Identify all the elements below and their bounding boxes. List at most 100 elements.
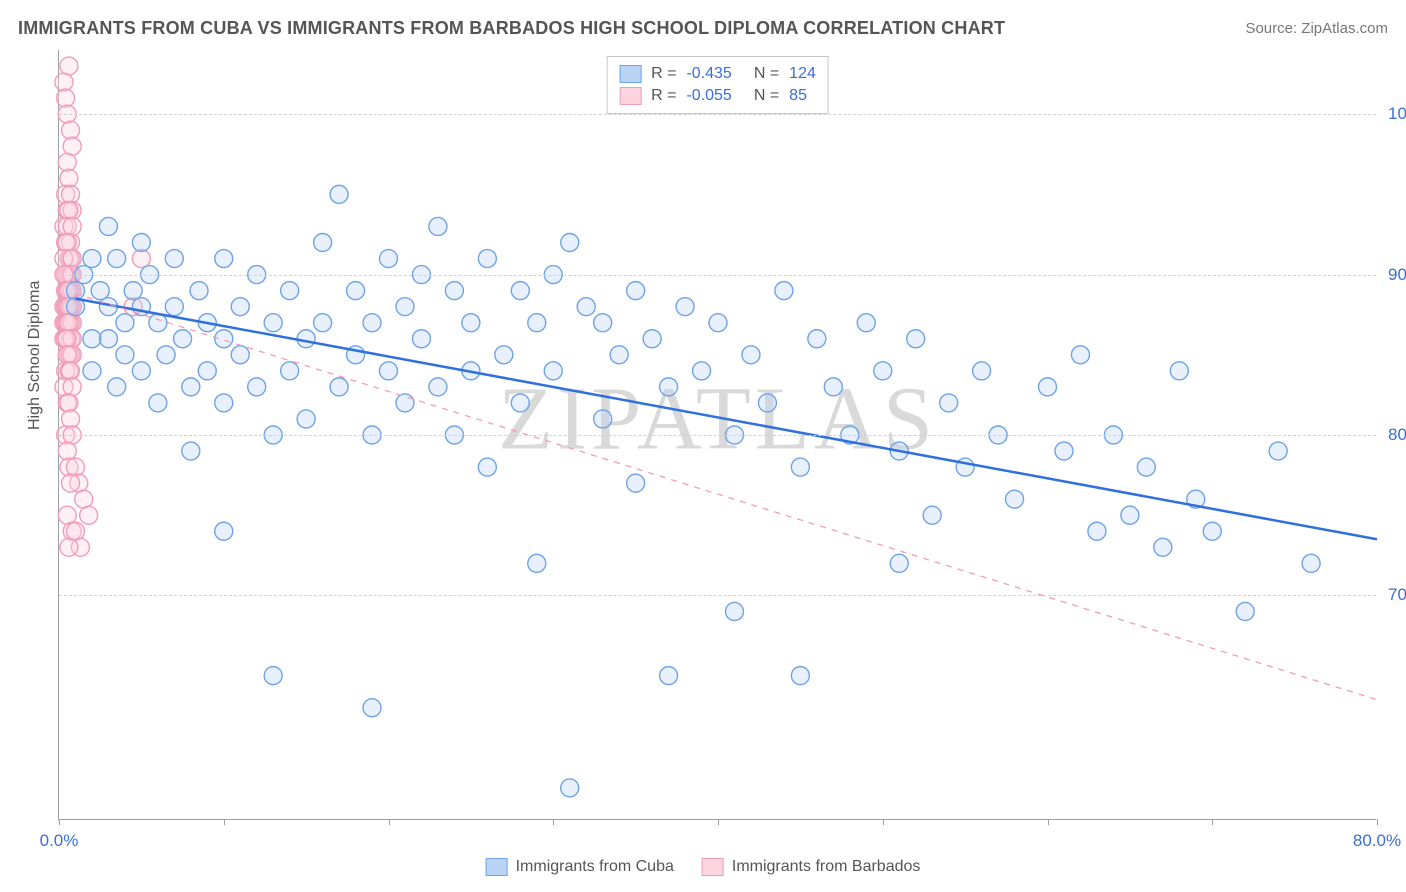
x-tick bbox=[1048, 819, 1049, 825]
data-point-cuba bbox=[693, 362, 711, 380]
data-point-cuba bbox=[660, 378, 678, 396]
legend-n-label: N = bbox=[754, 87, 779, 105]
x-tick-label: 0.0% bbox=[40, 831, 79, 851]
data-point-cuba bbox=[190, 282, 208, 300]
x-tick bbox=[59, 819, 60, 825]
data-point-cuba bbox=[314, 314, 332, 332]
data-point-barbados bbox=[62, 474, 80, 492]
series-legend-item-cuba: Immigrants from Cuba bbox=[486, 858, 674, 876]
data-point-cuba bbox=[330, 185, 348, 203]
data-point-cuba bbox=[1088, 522, 1106, 540]
data-point-barbados bbox=[57, 89, 75, 107]
y-tick-label: 90.0% bbox=[1378, 265, 1406, 285]
data-point-cuba bbox=[874, 362, 892, 380]
x-tick bbox=[1212, 819, 1213, 825]
data-point-cuba bbox=[742, 346, 760, 364]
data-point-cuba bbox=[973, 362, 991, 380]
data-point-cuba bbox=[940, 394, 958, 412]
data-point-cuba bbox=[561, 234, 579, 252]
gridline-h bbox=[59, 595, 1376, 596]
data-point-cuba bbox=[791, 458, 809, 476]
data-point-cuba bbox=[528, 314, 546, 332]
data-point-cuba bbox=[83, 330, 101, 348]
data-point-cuba bbox=[66, 282, 84, 300]
data-point-cuba bbox=[627, 474, 645, 492]
data-point-cuba bbox=[445, 282, 463, 300]
data-point-cuba bbox=[1039, 378, 1057, 396]
data-point-cuba bbox=[91, 282, 109, 300]
data-point-cuba bbox=[396, 394, 414, 412]
data-point-barbados bbox=[80, 506, 98, 524]
x-tick bbox=[389, 819, 390, 825]
source-label: Source: ZipAtlas.com bbox=[1245, 20, 1388, 37]
data-point-cuba bbox=[1071, 346, 1089, 364]
data-point-cuba bbox=[1302, 554, 1320, 572]
data-point-barbados bbox=[63, 137, 81, 155]
data-point-cuba bbox=[660, 667, 678, 685]
series-legend-item-barbados: Immigrants from Barbados bbox=[702, 858, 921, 876]
data-point-cuba bbox=[132, 362, 150, 380]
data-point-barbados bbox=[58, 346, 76, 364]
data-point-cuba bbox=[314, 234, 332, 252]
data-point-barbados bbox=[58, 442, 76, 460]
data-point-cuba bbox=[165, 250, 183, 268]
legend-n-value: 85 bbox=[789, 87, 807, 105]
data-point-cuba bbox=[215, 522, 233, 540]
data-point-cuba bbox=[709, 314, 727, 332]
data-point-cuba bbox=[198, 362, 216, 380]
data-point-cuba bbox=[1170, 362, 1188, 380]
data-point-cuba bbox=[610, 346, 628, 364]
data-point-cuba bbox=[83, 362, 101, 380]
data-point-cuba bbox=[577, 298, 595, 316]
data-point-cuba bbox=[462, 314, 480, 332]
data-point-cuba bbox=[149, 394, 167, 412]
data-point-cuba bbox=[544, 362, 562, 380]
data-point-cuba bbox=[380, 362, 398, 380]
legend-swatch bbox=[702, 858, 724, 876]
data-point-cuba bbox=[676, 298, 694, 316]
data-point-cuba bbox=[412, 330, 430, 348]
data-point-cuba bbox=[1006, 490, 1024, 508]
data-point-cuba bbox=[511, 394, 529, 412]
data-point-cuba bbox=[215, 394, 233, 412]
data-point-cuba bbox=[1269, 442, 1287, 460]
data-point-barbados bbox=[58, 153, 76, 171]
legend-label: Immigrants from Barbados bbox=[732, 858, 921, 876]
data-point-cuba bbox=[429, 217, 447, 235]
data-point-cuba bbox=[594, 314, 612, 332]
correlation-legend: R =-0.435 N = 124R =-0.055 N = 85 bbox=[606, 56, 829, 114]
data-point-cuba bbox=[1137, 458, 1155, 476]
data-point-barbados bbox=[62, 121, 80, 139]
legend-swatch bbox=[619, 87, 641, 105]
data-point-cuba bbox=[264, 314, 282, 332]
legend-n-label: N = bbox=[754, 65, 779, 83]
legend-swatch bbox=[619, 65, 641, 83]
data-point-cuba bbox=[1236, 602, 1254, 620]
data-point-cuba bbox=[157, 346, 175, 364]
data-point-cuba bbox=[182, 442, 200, 460]
data-point-cuba bbox=[478, 250, 496, 268]
x-tick-label: 80.0% bbox=[1353, 831, 1401, 851]
data-point-cuba bbox=[182, 378, 200, 396]
data-point-barbados bbox=[75, 490, 93, 508]
y-tick-label: 100.0% bbox=[1378, 104, 1406, 124]
data-point-barbados bbox=[62, 410, 80, 428]
data-point-cuba bbox=[1121, 506, 1139, 524]
corr-legend-row-cuba: R =-0.435 N = 124 bbox=[619, 63, 816, 85]
data-point-cuba bbox=[124, 282, 142, 300]
data-point-cuba bbox=[83, 250, 101, 268]
data-point-barbados bbox=[62, 185, 80, 203]
gridline-h bbox=[59, 114, 1376, 115]
data-point-cuba bbox=[528, 554, 546, 572]
data-point-cuba bbox=[281, 282, 299, 300]
data-point-cuba bbox=[758, 394, 776, 412]
y-tick-label: 70.0% bbox=[1378, 585, 1406, 605]
data-point-cuba bbox=[396, 298, 414, 316]
data-point-barbados bbox=[63, 217, 81, 235]
gridline-h bbox=[59, 275, 1376, 276]
data-point-cuba bbox=[791, 667, 809, 685]
legend-n-value: 124 bbox=[789, 65, 816, 83]
data-point-cuba bbox=[511, 282, 529, 300]
legend-r-value: -0.055 bbox=[686, 87, 731, 105]
data-point-barbados bbox=[58, 234, 76, 252]
